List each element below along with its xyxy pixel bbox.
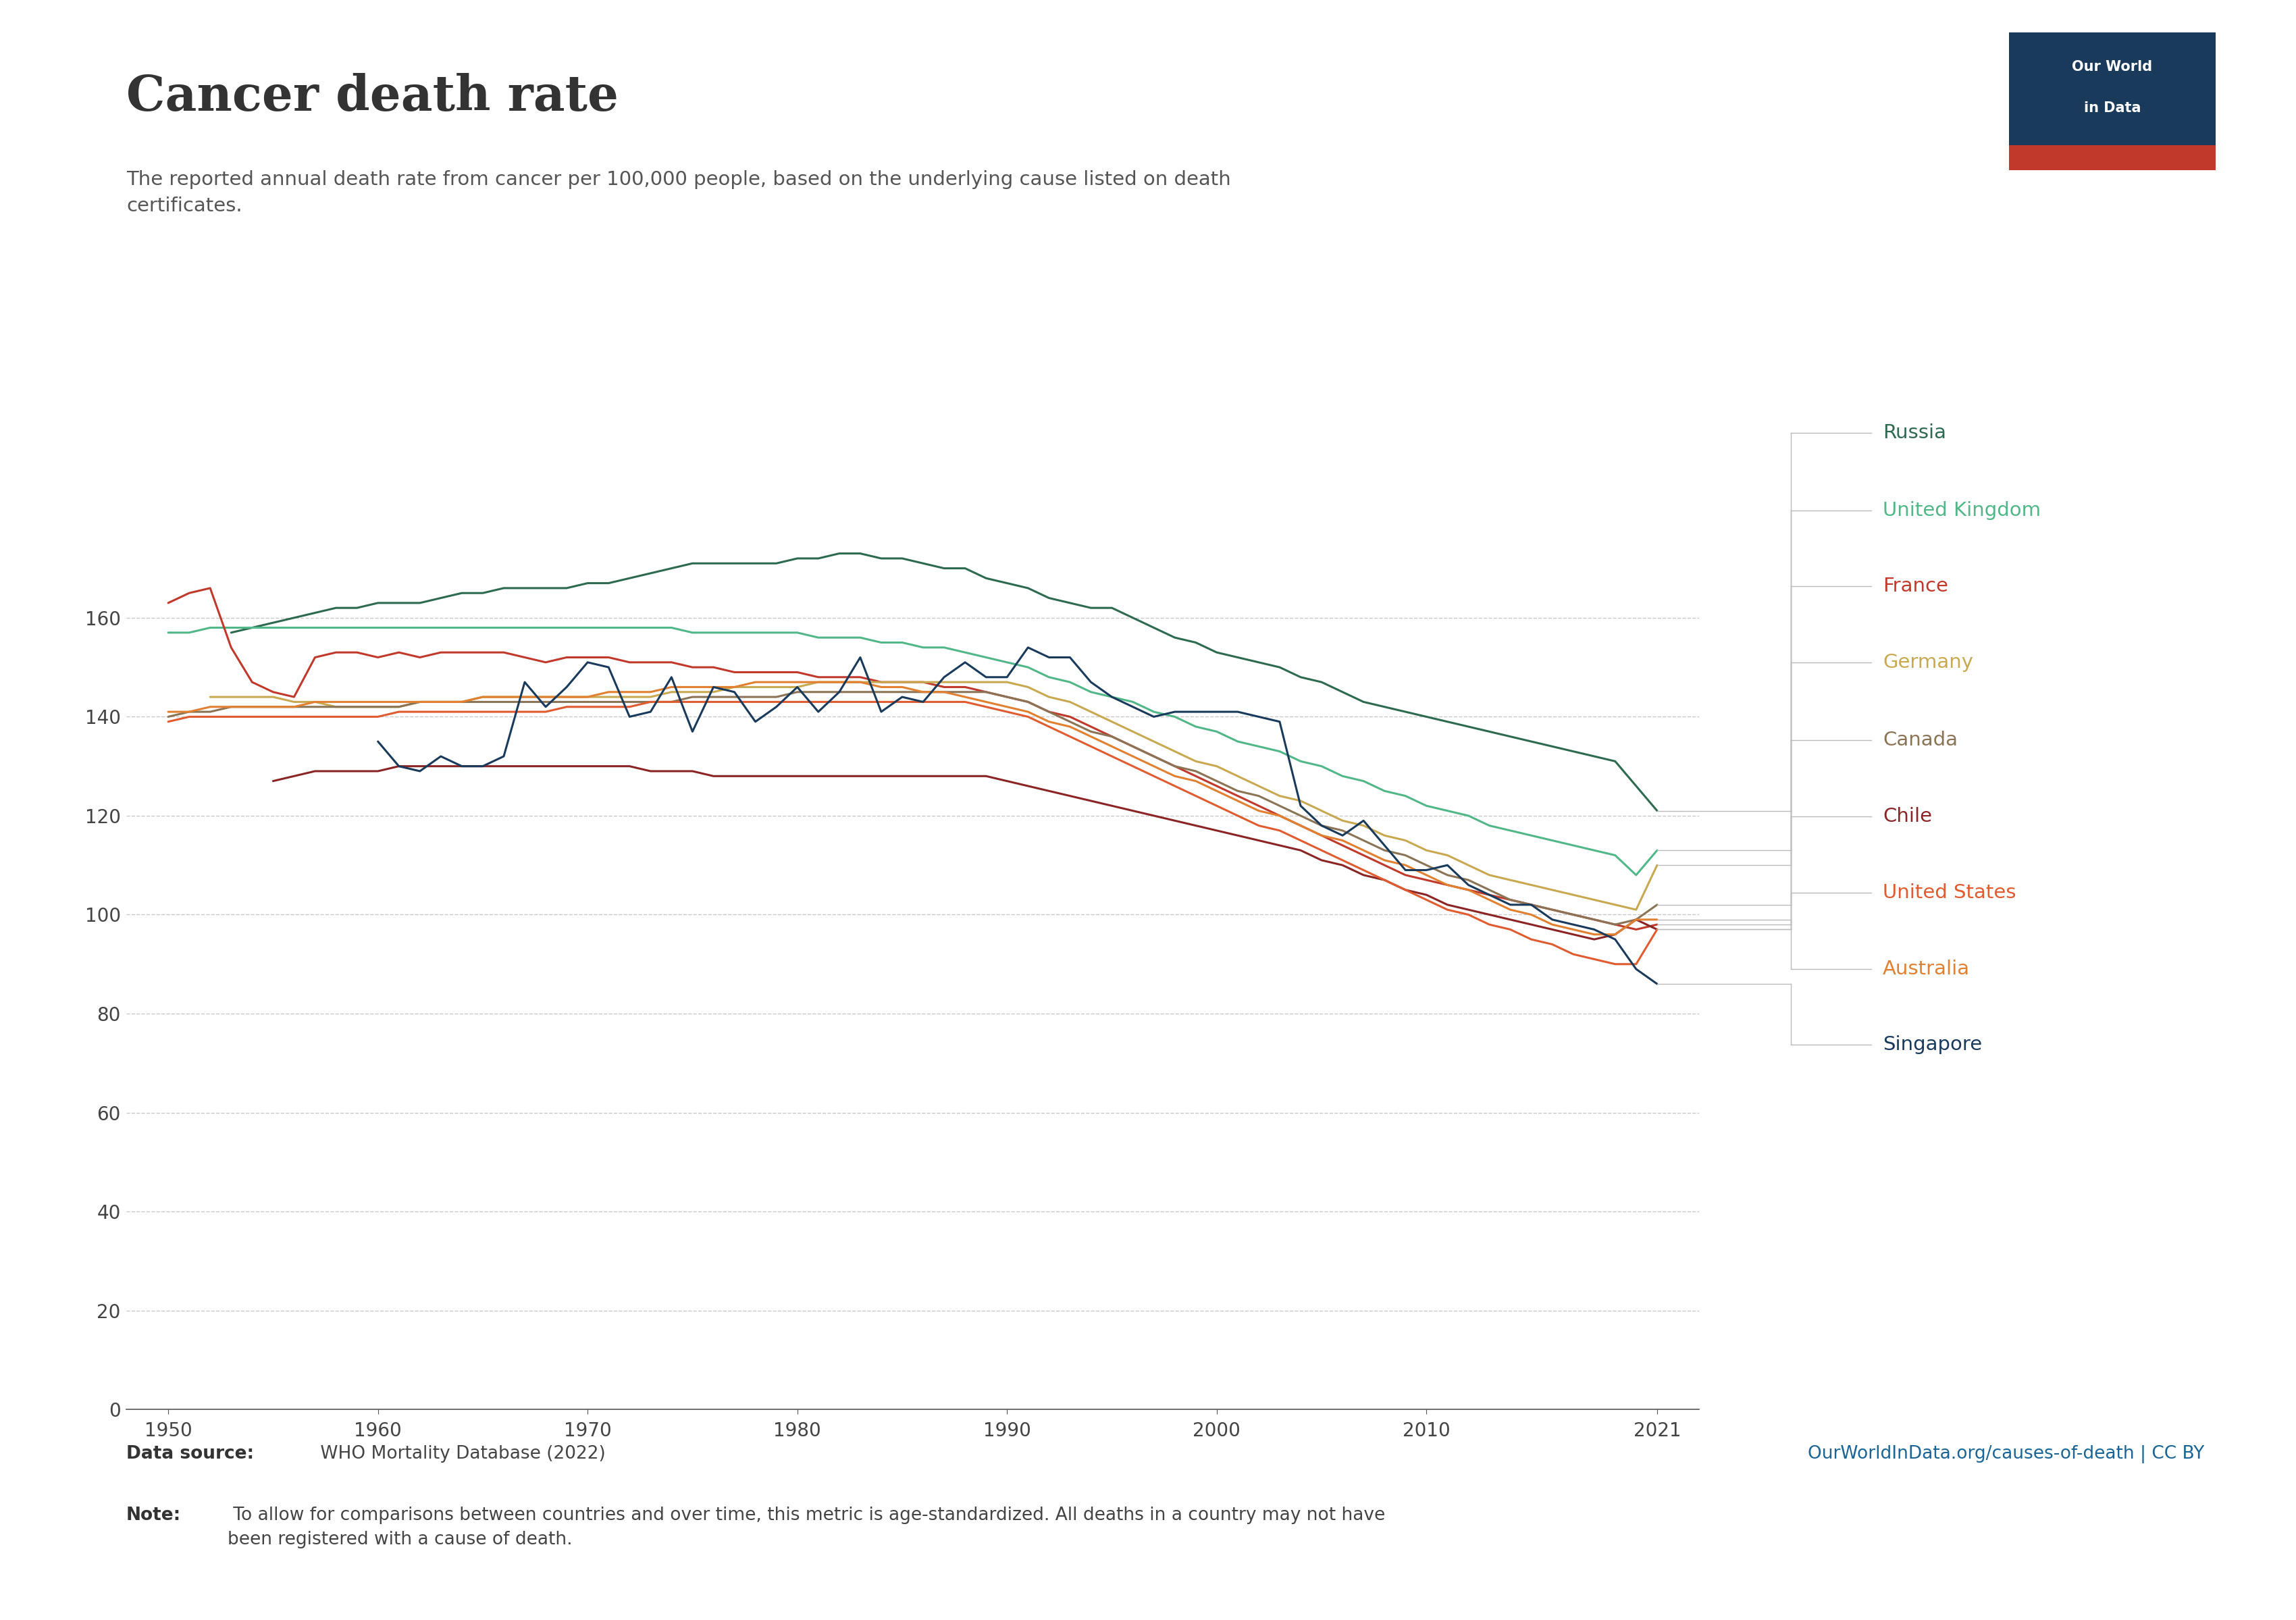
- Text: in Data: in Data: [2085, 102, 2140, 115]
- Text: Germany: Germany: [1883, 653, 1972, 672]
- FancyBboxPatch shape: [2009, 32, 2216, 146]
- FancyBboxPatch shape: [2009, 146, 2216, 170]
- Text: Our World: Our World: [2071, 60, 2154, 73]
- Text: United Kingdom: United Kingdom: [1883, 501, 2041, 520]
- Text: Russia: Russia: [1883, 423, 1947, 442]
- Text: Data source:: Data source:: [126, 1445, 255, 1463]
- Text: Chile: Chile: [1883, 807, 1931, 826]
- Text: WHO Mortality Database (2022): WHO Mortality Database (2022): [315, 1445, 606, 1463]
- Text: Canada: Canada: [1883, 731, 1958, 750]
- Text: United States: United States: [1883, 883, 2016, 902]
- Text: OurWorldInData.org/causes-of-death | CC BY: OurWorldInData.org/causes-of-death | CC …: [1807, 1445, 2204, 1463]
- Text: The reported annual death rate from cancer per 100,000 people, based on the unde: The reported annual death rate from canc…: [126, 170, 1231, 215]
- Text: Australia: Australia: [1883, 959, 1970, 978]
- Text: To allow for comparisons between countries and over time, this metric is age-sta: To allow for comparisons between countri…: [227, 1507, 1384, 1549]
- Text: Note:: Note:: [126, 1507, 181, 1524]
- Text: France: France: [1883, 577, 1947, 596]
- Text: Singapore: Singapore: [1883, 1035, 1981, 1055]
- Text: Cancer death rate: Cancer death rate: [126, 73, 618, 122]
